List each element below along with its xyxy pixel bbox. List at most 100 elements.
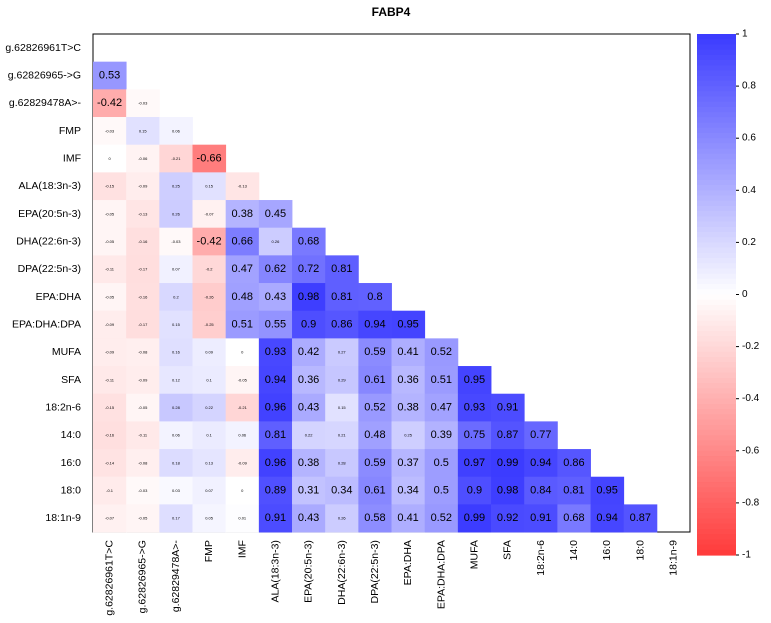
- colorbar-band: [697, 456, 736, 462]
- heatmap-cell: [192, 338, 227, 367]
- colorbar-band: [697, 435, 736, 441]
- heatmap-cell: [192, 144, 227, 173]
- cell-value-label: -0.16: [138, 294, 148, 299]
- heatmap-cell: [126, 227, 160, 256]
- colorbar-band: [697, 320, 736, 327]
- heatmap-cell: [391, 504, 426, 533]
- colorbar-band: [697, 231, 736, 238]
- colorbar-band: [697, 268, 736, 275]
- cell-value-label: 0.43: [298, 402, 319, 414]
- heatmap-cell: [325, 449, 359, 478]
- cell-value-label: -0.14: [105, 460, 115, 465]
- heatmap-cell: [126, 200, 160, 229]
- heatmap-cell: [358, 421, 392, 450]
- cell-value-label: 0.52: [364, 402, 385, 414]
- cell-value-label: 0: [241, 350, 244, 355]
- heatmap-cell: [126, 338, 160, 367]
- cell-value-label: -0.21: [238, 405, 248, 410]
- heatmap-cell: [225, 393, 260, 422]
- cell-value-label: 0.29: [338, 377, 347, 382]
- cell-value-label: 0.07: [172, 267, 181, 272]
- colorbar-band: [697, 325, 736, 332]
- cell-value-label: 0.97: [464, 457, 485, 469]
- heatmap-cell: [391, 310, 426, 339]
- cell-value-label: -0.13: [238, 184, 248, 189]
- column-label: SFA: [502, 540, 514, 560]
- row-label: 14:0: [61, 429, 82, 441]
- cell-value-label: 0.99: [497, 457, 518, 469]
- colorbar-band: [697, 289, 736, 296]
- cell-value-label: -0.42: [97, 97, 122, 109]
- colorbar-band: [697, 482, 736, 488]
- heatmap-cell: [524, 421, 558, 450]
- heatmap-cell: [126, 89, 160, 118]
- cell-value-label: 0.47: [431, 402, 452, 414]
- colorbar-band: [697, 242, 736, 249]
- cell-value-label: 0.15: [139, 128, 148, 133]
- cell-value-label: 0.93: [265, 346, 286, 358]
- row-label: EPA(20:5n-3): [18, 208, 81, 220]
- colorbar-band: [697, 138, 736, 145]
- heatmap-cell: [358, 393, 392, 422]
- colorbar-band: [697, 403, 736, 410]
- heatmap-cell: [126, 255, 160, 284]
- heatmap-cell: [557, 504, 591, 533]
- cell-value-label: -0.07: [105, 516, 115, 521]
- heatmap-cell: [258, 393, 293, 422]
- cell-value-label: 0.81: [331, 263, 352, 275]
- cell-value-label: 0.16: [172, 350, 181, 355]
- heatmap-cell: [258, 338, 293, 367]
- cell-value-label: 0.75: [464, 429, 485, 441]
- cell-value-label: -0.05: [238, 377, 248, 382]
- colorbar-band: [697, 278, 736, 285]
- heatmap-cell: [258, 476, 293, 505]
- colorbar-tick-label: 0.2: [742, 237, 756, 248]
- heatmap-cell: [424, 366, 459, 395]
- cell-value-label: 0.22: [205, 405, 214, 410]
- heatmap-cell: [93, 366, 127, 395]
- colorbar-band: [697, 523, 736, 530]
- cell-value-label: 0.91: [530, 512, 551, 524]
- heatmap-cell: [457, 366, 492, 395]
- cell-value-label: 0.68: [563, 512, 584, 524]
- colorbar-band: [697, 310, 736, 316]
- cell-value-label: 0.58: [364, 512, 385, 524]
- heatmap-cell: [325, 393, 359, 422]
- cell-value-label: 0.8: [367, 291, 382, 303]
- colorbar-band: [697, 294, 736, 301]
- heatmap-cell: [159, 421, 193, 450]
- heatmap-cell: [192, 449, 227, 478]
- row-label: 18:0: [61, 485, 82, 497]
- heatmap-cell: [457, 504, 492, 533]
- heatmap-cell: [93, 338, 127, 367]
- cell-value-label: 0.18: [172, 460, 181, 465]
- colorbar-band: [697, 497, 736, 504]
- heatmap-cell: [457, 421, 492, 450]
- colorbar-band: [697, 237, 736, 243]
- colorbar-band: [697, 304, 736, 311]
- cell-value-label: 0.03: [172, 488, 181, 493]
- heatmap-cells: 0.53 -0.42 -0.03 -0.03 0.15 0.06 0 -0.06 -0.21 -0…: [93, 61, 658, 533]
- heatmap-cell: [192, 172, 227, 201]
- cell-value-label: 0.9: [467, 485, 482, 497]
- heatmap-cell: [590, 476, 625, 505]
- heatmap-cell: [491, 449, 525, 478]
- heatmap-cell: [258, 200, 293, 229]
- cell-value-label: 0.95: [397, 319, 418, 331]
- colorbar-band: [697, 169, 736, 176]
- colorbar-band: [697, 179, 736, 186]
- cell-value-label: 0.42: [298, 346, 319, 358]
- row-label: g.62826961T>C: [5, 42, 81, 54]
- cell-value-label: -0.09: [238, 460, 248, 465]
- colorbar-band: [697, 409, 736, 415]
- row-label: IMF: [63, 153, 81, 165]
- colorbar-band: [697, 299, 736, 306]
- heatmap-cell: [225, 172, 260, 201]
- cell-value-label: -0.15: [105, 184, 115, 189]
- row-label: EPA:DHA:DPA: [12, 319, 81, 331]
- cell-value-label: 0.86: [331, 319, 352, 331]
- heatmap-cell: [292, 476, 326, 505]
- column-label: g.62826965->G: [137, 540, 149, 613]
- heatmap-cell: [93, 144, 127, 173]
- colorbar-band: [697, 70, 736, 77]
